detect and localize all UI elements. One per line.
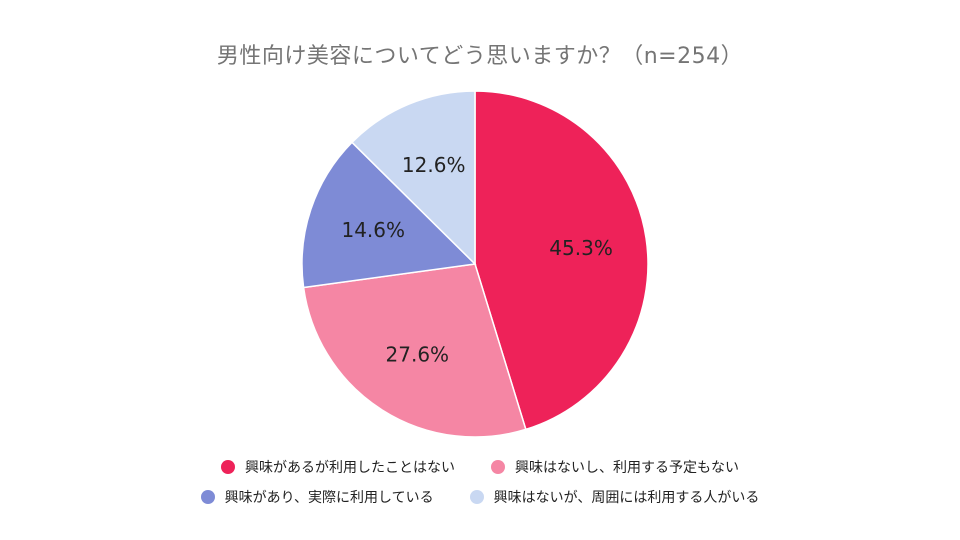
legend-label-1: 興味はないし、利用する予定もない (515, 460, 739, 476)
legend-swatch-1 (491, 460, 505, 474)
legend-swatch-2 (200, 490, 215, 504)
legend-row-2: 興味があり、実際に利用している 興味はないが、周囲には利用する人がいる (0, 482, 960, 512)
legend-item-3: 興味はないが、周囲には利用する人がいる (469, 487, 760, 507)
legend-row-1: 興味があるが利用したことはない 興味はないし、利用する予定もない (0, 452, 960, 482)
slice-label-1: 27.6% (386, 342, 450, 366)
legend-item-0: 興味があるが利用したことはない (221, 457, 455, 477)
legend-label-0: 興味があるが利用したことはない (245, 460, 455, 476)
legend-item-1: 興味はないし、利用する予定もない (491, 457, 739, 477)
legend-swatch-3 (469, 490, 484, 504)
legend-label-3: 興味はないが、周囲には利用する人がいる (493, 490, 760, 506)
slice-label-0: 45.3% (549, 236, 613, 260)
slice-label-3: 12.6% (402, 153, 466, 177)
slice-label-2: 14.6% (341, 218, 405, 242)
chart-title: 男性向け美容についてどう思いますか？（n=254） (216, 44, 744, 69)
legend-label-2: 興味があり、実際に利用している (224, 490, 434, 506)
chart-legend: 興味があるが利用したことはない 興味はないし、利用する予定もない 興味があり、実… (0, 452, 960, 512)
pie-slice-3 (350, 90, 476, 266)
pie-slice-0 (474, 90, 649, 431)
pie-slice-2 (301, 141, 477, 289)
legend-item-2: 興味があり、実際に利用している (200, 487, 434, 507)
legend-swatch-0 (221, 460, 235, 474)
pie-chart: 45.3% 27.6% 14.6% 12.6% (301, 90, 649, 438)
pie-slice-1 (302, 263, 527, 438)
